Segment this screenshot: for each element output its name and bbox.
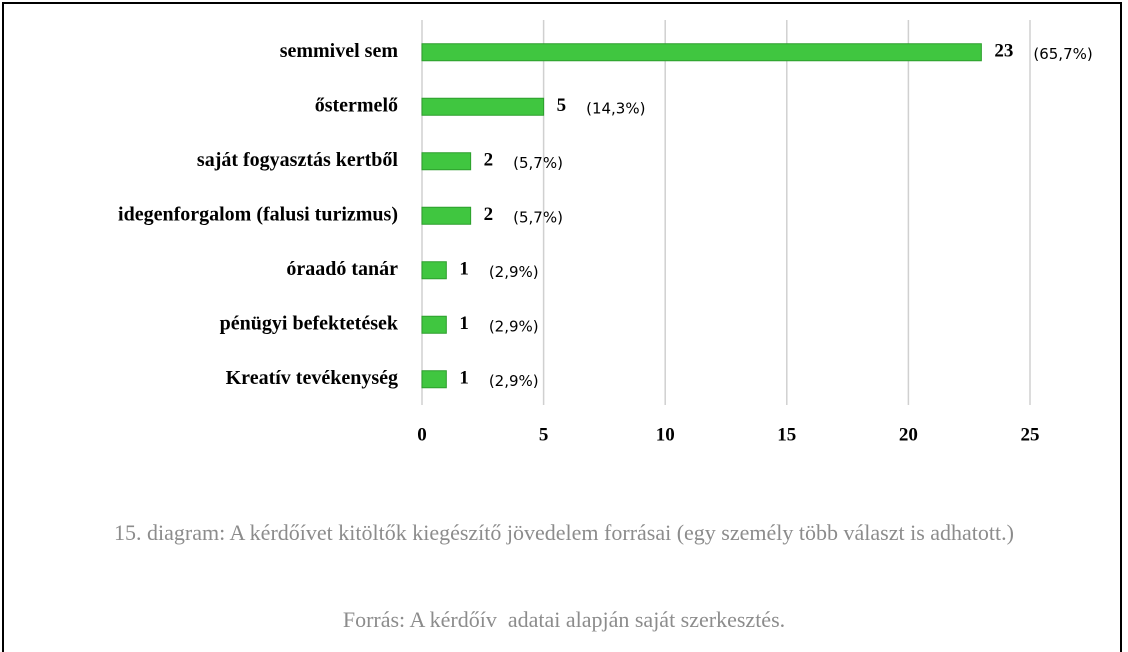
bar — [421, 97, 545, 116]
share-label: (65,7%) — [1033, 45, 1092, 63]
bar — [421, 315, 447, 334]
share-label: (14,3%) — [586, 99, 645, 117]
data-label: 1 — [459, 368, 469, 389]
y-tick-label: idegenforgalom (falusi turizmus) — [118, 203, 398, 225]
x-tick-label: 5 — [539, 424, 549, 445]
bar — [421, 370, 447, 389]
share-label: (5,7%) — [513, 208, 563, 226]
y-tick-label: Kreatív tevékenység — [226, 367, 398, 389]
caption: 15. diagram: A kérdőívet kitöltők kiegés… — [114, 520, 1014, 545]
y-tick-label: semmivel sem — [280, 40, 399, 62]
data-label: 23 — [994, 41, 1013, 62]
share-label: (5,7%) — [513, 154, 563, 172]
x-tick-label: 0 — [417, 424, 427, 445]
x-tick-label: 20 — [899, 424, 918, 445]
share-label: (2,9%) — [489, 317, 539, 335]
y-tick-label: őstermelő — [315, 94, 398, 116]
share-label: (2,9%) — [489, 263, 539, 281]
x-tick-label: 15 — [777, 424, 796, 445]
source: Forrás: A kérdőív adatai alapján saját s… — [342, 607, 786, 632]
x-tick-label: 25 — [1021, 424, 1040, 445]
bar — [421, 206, 472, 225]
data-label: 5 — [557, 95, 567, 116]
data-label: 2 — [484, 150, 494, 171]
share-label: (2,9%) — [489, 372, 539, 390]
bar — [421, 152, 472, 171]
bar — [421, 43, 982, 62]
data-label: 1 — [459, 313, 469, 334]
data-label: 1 — [459, 259, 469, 280]
y-tick-label: óraadó tanár — [286, 258, 398, 280]
y-tick-label: saját fogyasztás kertből — [197, 149, 399, 171]
data-label: 2 — [484, 204, 494, 225]
bar — [421, 261, 447, 280]
y-tick-label: pénügyi befektetések — [220, 312, 399, 334]
x-tick-label: 10 — [656, 424, 675, 445]
